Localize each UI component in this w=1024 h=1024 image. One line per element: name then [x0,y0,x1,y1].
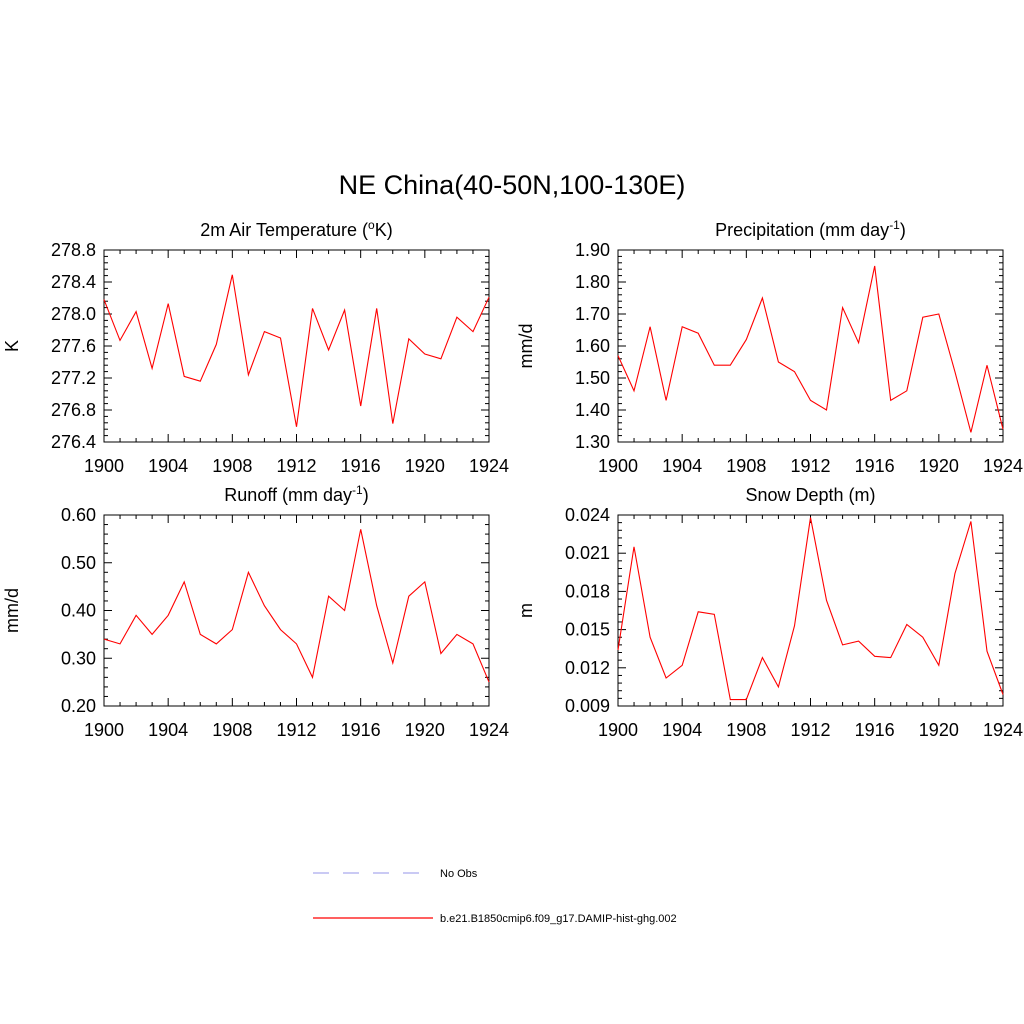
legend-model-label: b.e21.B1850cmip6.f09_g17.DAMIP-hist-ghg.… [440,913,677,925]
panel-title-main: Precipitation (mm day [715,220,889,240]
x-tick-label: 1924 [983,720,1023,740]
x-tick-label: 1924 [469,456,509,476]
y-axis-label: K [2,340,22,352]
panel-title: Runoff (mm day-1) [224,483,368,505]
panel-title-main: Snow Depth (m) [745,485,875,505]
panel-title-end: K) [375,220,393,240]
plot-frame [103,249,490,443]
plot-frame [617,249,1004,443]
x-tick-label: 1916 [855,720,895,740]
series-line-1 [103,529,490,683]
y-axis-label: mm/d [2,588,22,633]
y-tick-label: 0.20 [61,696,96,716]
x-tick-label: 1900 [84,720,124,740]
y-tick-label: 276.8 [51,400,96,420]
legend: No Obs b.e21.B1850cmip6.f09_g17.DAMIP-hi… [313,868,677,925]
y-tick-label: 0.024 [565,505,610,525]
panels-group: 2m Air Temperature (oK) K 1900 1904 1908 1912… [2,218,1023,740]
x-tick-label: 1916 [341,720,381,740]
y-tick-label: 277.6 [51,336,96,356]
series-line-1 [617,517,1004,701]
y-axis-label: mm/d [516,324,536,369]
y-axis-label: m [516,603,536,618]
x-tick-label: 1908 [726,720,766,740]
panel-title-main: 2m Air Temperature ( [200,220,368,240]
y-tick-label: 277.2 [51,368,96,388]
y-tick-label: 1.60 [575,336,610,356]
series-line-1 [103,274,490,427]
x-tick-label: 1920 [919,720,959,740]
y-tick-label: 0.009 [565,696,610,716]
x-tick-label: 1908 [212,720,252,740]
x-tick-label: 1912 [276,720,316,740]
x-tick-label: 1900 [598,456,638,476]
y-tick-label: 0.60 [61,505,96,525]
x-tick-label: 1912 [276,456,316,476]
y-tick-label: 0.021 [565,543,610,563]
panel-title-end: ) [900,220,906,240]
panel-1: 2m Air Temperature (oK) K 1900 1904 1908 1912… [2,218,509,476]
y-tick-label: 1.70 [575,304,610,324]
x-tick-label: 1904 [662,720,702,740]
x-tick-label: 1920 [919,456,959,476]
y-tick-label: 1.50 [575,368,610,388]
y-tick-label: 0.015 [565,620,610,640]
x-tick-label: 1920 [405,720,445,740]
panel-3: Runoff (mm day-1) mm/d 1900 1904 1908 1912 191… [2,483,509,740]
y-tick-label: 278.0 [51,304,96,324]
panel-title: Snow Depth (m) [745,485,875,505]
panel-title-main: Runoff (mm day [224,485,352,505]
y-tick-label: 0.30 [61,648,96,668]
y-tick-label: 1.30 [575,432,610,452]
y-tick-label: 0.40 [61,601,96,621]
x-tick-label: 1900 [598,720,638,740]
x-tick-label: 1900 [84,456,124,476]
legend-obs-label: No Obs [440,868,478,880]
series-line-1 [617,265,1004,433]
panel-title-superscript: o [368,218,375,232]
panel-title: Precipitation (mm day-1) [715,218,906,240]
panel-title-superscript: -1 [889,218,900,232]
x-tick-label: 1912 [790,456,830,476]
panel-2: Precipitation (mm day-1) mm/d 1900 1904 1908… [516,218,1023,476]
x-tick-label: 1924 [469,720,509,740]
figure-title: NE China(40-50N,100-130E) [338,170,686,200]
y-tick-label: 276.4 [51,432,96,452]
panel-title: 2m Air Temperature (oK) [200,218,392,240]
y-tick-label: 1.90 [575,240,610,260]
x-tick-label: 1916 [855,456,895,476]
y-tick-label: 1.40 [575,400,610,420]
x-tick-label: 1908 [212,456,252,476]
y-tick-label: 1.80 [575,272,610,292]
y-tick-label: 0.50 [61,553,96,573]
x-tick-label: 1904 [148,720,188,740]
x-tick-label: 1920 [405,456,445,476]
panel-title-superscript: -1 [352,483,363,497]
panel-4: Snow Depth (m) m 1900 1904 1908 1912 1916 1920 1… [516,485,1023,740]
x-tick-label: 1912 [790,720,830,740]
y-tick-label: 0.012 [565,658,610,678]
y-tick-label: 278.8 [51,240,96,260]
x-tick-label: 1908 [726,456,766,476]
panel-title-end: ) [363,485,369,505]
x-tick-label: 1904 [148,456,188,476]
x-tick-label: 1924 [983,456,1023,476]
y-tick-label: 278.4 [51,272,96,292]
plot-frame [617,514,1004,707]
x-tick-label: 1916 [341,456,381,476]
y-tick-label: 0.018 [565,581,610,601]
x-tick-label: 1904 [662,456,702,476]
